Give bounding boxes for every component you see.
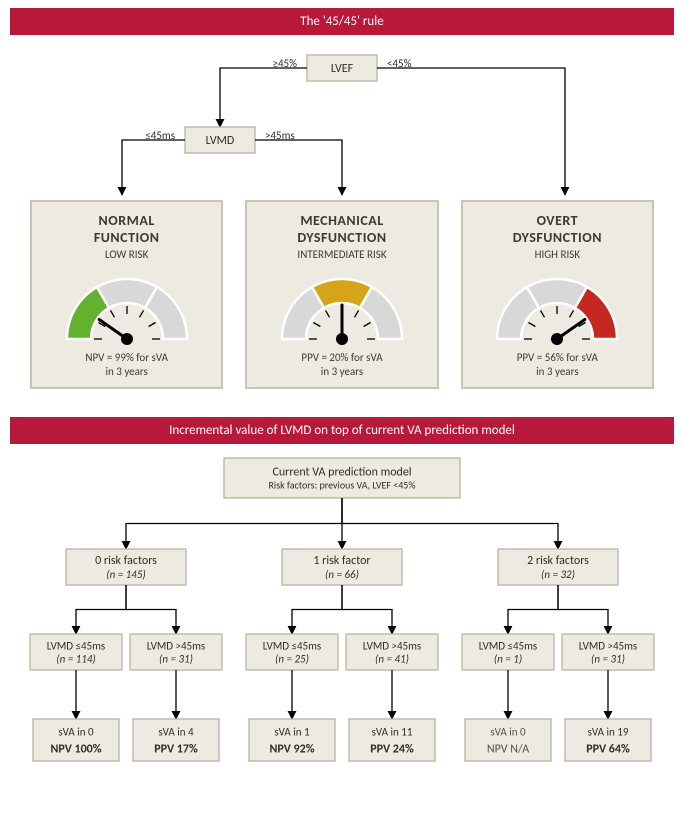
- svg-text:LVMD ≤45ms: LVMD ≤45ms: [47, 639, 105, 652]
- risk-stat: PPV = 56% for sVAin 3 years: [469, 351, 646, 379]
- risk-level: INTERMEDIATE RISK: [253, 248, 430, 261]
- svg-text:(n = 31): (n = 31): [159, 652, 193, 665]
- svg-text:0 risk factors: 0 risk factors: [95, 554, 157, 568]
- incremental-panel: Incremental value of LVMD on top of curr…: [10, 417, 674, 784]
- svg-text:LVMD ≤45ms: LVMD ≤45ms: [263, 639, 321, 652]
- incremental-banner: Incremental value of LVMD on top of curr…: [10, 417, 674, 444]
- incremental-tree: Current VA prediction modelRisk factors:…: [10, 444, 674, 784]
- svg-text:PPV 64%: PPV 64%: [586, 742, 630, 756]
- svg-text:PPV 24%: PPV 24%: [370, 742, 414, 756]
- svg-text:LVMD ≤45ms: LVMD ≤45ms: [479, 639, 537, 652]
- risk-title: OVERTDYSFUNCTION: [469, 212, 646, 246]
- svg-text:(n = 41): (n = 41): [375, 652, 409, 665]
- risk-card-1: MECHANICALDYSFUNCTION INTERMEDIATE RISK PP…: [245, 200, 438, 389]
- risk-card-2: OVERTDYSFUNCTION HIGH RISK PPV = 56% for s…: [461, 200, 654, 389]
- svg-text:(n = 66): (n = 66): [325, 568, 359, 581]
- svg-text:LVMD >45ms: LVMD >45ms: [147, 639, 205, 652]
- risk-level: LOW RISK: [38, 248, 215, 261]
- svg-text:sVA in 19: sVA in 19: [588, 725, 629, 738]
- svg-text:sVA in 0: sVA in 0: [58, 725, 94, 738]
- risk-card-0: NORMALFUNCTION LOW RISK NPV = 99% for sVAi…: [30, 200, 223, 389]
- risk-cards: NORMALFUNCTION LOW RISK NPV = 99% for sVAi…: [10, 200, 674, 401]
- svg-text:1 risk factor: 1 risk factor: [313, 554, 370, 568]
- svg-text:(n = 31): (n = 31): [591, 652, 625, 665]
- svg-text:2 risk factors: 2 risk factors: [527, 554, 589, 568]
- svg-text:PPV 17%: PPV 17%: [154, 742, 198, 756]
- svg-text:NPV 92%: NPV 92%: [270, 742, 315, 756]
- svg-text:(n = 1): (n = 1): [494, 652, 522, 665]
- risk-title: MECHANICALDYSFUNCTION: [253, 212, 430, 246]
- rule-banner: The '45/45' rule: [10, 8, 674, 35]
- svg-text:LVMD: LVMD: [206, 134, 235, 148]
- risk-title: NORMALFUNCTION: [38, 212, 215, 246]
- incremental-content: Current VA prediction modelRisk factors:…: [10, 444, 674, 784]
- rule-content: LVEF≥45%<45%LVMD≤45ms>45ms NORMALFUNCTIO…: [10, 35, 674, 401]
- svg-text:sVA in 1: sVA in 1: [274, 725, 310, 738]
- svg-text:LVEF: LVEF: [331, 62, 354, 76]
- svg-text:(n = 145): (n = 145): [106, 568, 146, 581]
- svg-text:Risk factors: previous VA, LVE: Risk factors: previous VA, LVEF <45%: [268, 478, 415, 491]
- svg-text:sVA in 11: sVA in 11: [372, 725, 413, 738]
- svg-text:(n = 32): (n = 32): [541, 568, 575, 581]
- rule-tree: LVEF≥45%<45%LVMD≤45ms>45ms: [10, 35, 674, 200]
- risk-level: HIGH RISK: [469, 248, 646, 261]
- svg-text:NPV N/A: NPV N/A: [487, 742, 529, 756]
- svg-text:LVMD >45ms: LVMD >45ms: [363, 639, 421, 652]
- risk-stat: NPV = 99% for sVAin 3 years: [38, 351, 215, 379]
- svg-text:(n = 114): (n = 114): [56, 652, 96, 665]
- rule-panel: The '45/45' rule LVEF≥45%<45%LVMD≤45ms>4…: [10, 8, 674, 401]
- svg-text:sVA in 4: sVA in 4: [158, 725, 194, 738]
- svg-text:(n = 25): (n = 25): [275, 652, 309, 665]
- svg-text:NPV 100%: NPV 100%: [50, 742, 101, 756]
- risk-stat: PPV = 20% for sVAin 3 years: [253, 351, 430, 379]
- svg-text:LVMD >45ms: LVMD >45ms: [579, 639, 637, 652]
- svg-text:Current VA prediction model: Current VA prediction model: [272, 465, 411, 479]
- svg-text:sVA in 0: sVA in 0: [490, 725, 526, 738]
